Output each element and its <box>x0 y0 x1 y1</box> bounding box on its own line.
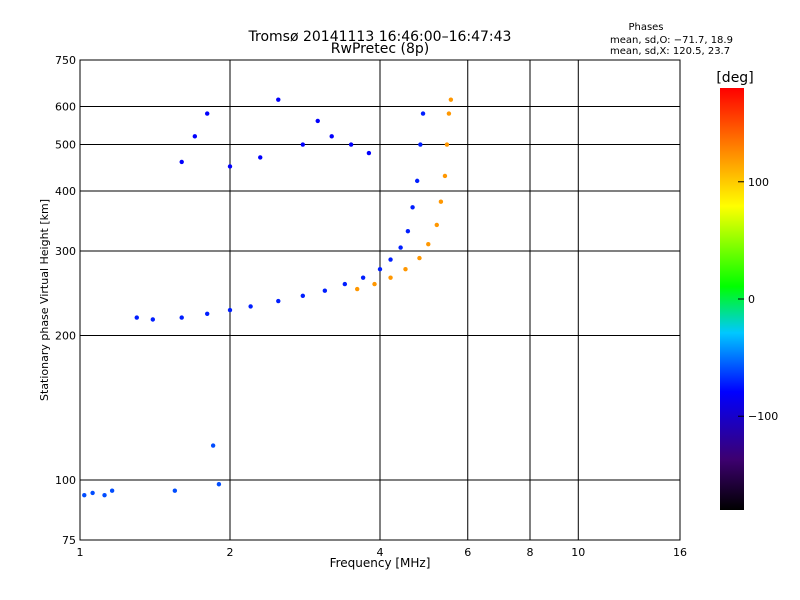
echo-point <box>210 443 216 448</box>
x-tick-label: 6 <box>464 546 471 559</box>
echo-point <box>398 245 403 250</box>
echo-point <box>388 257 393 262</box>
x-tick-label: 10 <box>571 546 585 559</box>
y-axis-ticks: 75 100 200 300 400 500 600 750 <box>55 54 76 547</box>
echo-point <box>434 222 439 228</box>
echo-point <box>348 142 354 147</box>
echo-point <box>417 255 422 261</box>
echo-point <box>300 293 306 298</box>
echo-point <box>258 155 263 160</box>
echo-point <box>248 304 253 309</box>
echo-point <box>420 111 426 116</box>
echo-point <box>150 317 156 322</box>
echo-point <box>342 281 348 287</box>
echo-point <box>448 97 454 102</box>
echo-point <box>372 281 377 287</box>
y-tick-label: 75 <box>62 534 76 547</box>
echo-point <box>446 111 452 116</box>
echo-point <box>410 205 415 210</box>
echo-point <box>366 150 372 156</box>
echo-point <box>179 315 184 320</box>
echo-point <box>418 142 423 147</box>
phase-info-x-mode: mean, sd,X: 120.5, 23.7 <box>610 46 730 57</box>
x-tick-label: 1 <box>77 546 84 559</box>
echo-point <box>329 134 334 139</box>
echo-point <box>403 266 408 272</box>
phase-info-o-mode: mean, sd,O: −71.7, 18.9 <box>610 35 733 46</box>
echo-point <box>388 275 393 280</box>
echo-point <box>322 288 328 293</box>
phase-info-title: Phases <box>628 22 663 33</box>
echo-point <box>360 275 366 280</box>
chart-subtitle: RwPretec (8p) <box>331 41 429 57</box>
echo-point <box>134 315 139 320</box>
colorbar-tick-label: 100 <box>748 176 769 189</box>
echo-point <box>227 164 233 169</box>
echo-point <box>442 173 448 179</box>
x-tick-label: 4 <box>377 546 384 559</box>
echo-point <box>438 199 444 204</box>
echo-point <box>300 142 306 147</box>
x-tick-label: 2 <box>227 546 234 559</box>
x-tick-label: 16 <box>673 546 687 559</box>
colorbar-label: [deg] <box>716 70 753 86</box>
echo-point <box>276 298 281 304</box>
y-tick-label: 750 <box>55 54 76 67</box>
x-tick-label: 8 <box>527 546 534 559</box>
colorbar-ticks: 100 0 −100 <box>738 176 778 423</box>
echo-point <box>426 241 431 247</box>
echo-point <box>216 482 222 487</box>
y-tick-label: 400 <box>55 185 76 198</box>
echo-point <box>109 488 115 493</box>
echo-point <box>377 266 383 272</box>
echo-point <box>102 492 107 498</box>
echo-point <box>204 111 210 116</box>
echo-point <box>204 311 210 316</box>
echo-point <box>192 134 198 139</box>
plot-frame <box>79 59 681 541</box>
data-points <box>82 97 454 498</box>
echo-point <box>444 142 450 147</box>
chart-title: Tromsø 20141113 16:46:00–16:47:43 <box>248 29 512 45</box>
grid-lines <box>80 60 680 540</box>
echo-point <box>276 97 281 102</box>
y-tick-label: 100 <box>55 474 76 487</box>
echo-point <box>82 492 87 498</box>
echo-point <box>405 228 411 234</box>
colorbar-tick-label: −100 <box>748 410 778 423</box>
x-axis-ticks: 1 2 4 6 8 10 16 <box>77 546 688 559</box>
y-tick-label: 300 <box>55 245 76 258</box>
y-tick-label: 600 <box>55 101 76 114</box>
echo-point <box>90 490 95 496</box>
echo-point <box>315 118 320 124</box>
echo-point <box>179 159 184 165</box>
y-axis-label: Stationary phase Virtual Height [km] <box>38 199 51 401</box>
x-axis-label: Frequency [MHz] <box>330 556 431 570</box>
echo-point <box>227 307 233 313</box>
y-tick-label: 500 <box>55 139 76 152</box>
echo-point <box>414 178 420 184</box>
echo-point <box>354 286 360 292</box>
y-tick-label: 200 <box>55 330 76 343</box>
colorbar-tick-label: 0 <box>748 293 755 306</box>
echo-point <box>172 488 178 493</box>
